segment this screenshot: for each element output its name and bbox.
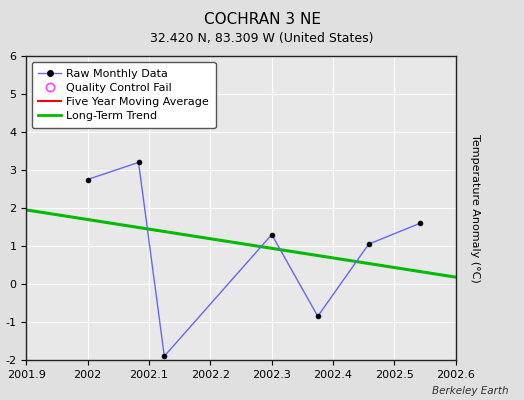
Y-axis label: Temperature Anomaly (°C): Temperature Anomaly (°C)	[470, 134, 480, 282]
Text: Berkeley Earth: Berkeley Earth	[432, 386, 508, 396]
Text: COCHRAN 3 NE: COCHRAN 3 NE	[203, 12, 321, 27]
Legend: Raw Monthly Data, Quality Control Fail, Five Year Moving Average, Long-Term Tren: Raw Monthly Data, Quality Control Fail, …	[32, 62, 215, 128]
Text: 32.420 N, 83.309 W (United States): 32.420 N, 83.309 W (United States)	[150, 32, 374, 45]
